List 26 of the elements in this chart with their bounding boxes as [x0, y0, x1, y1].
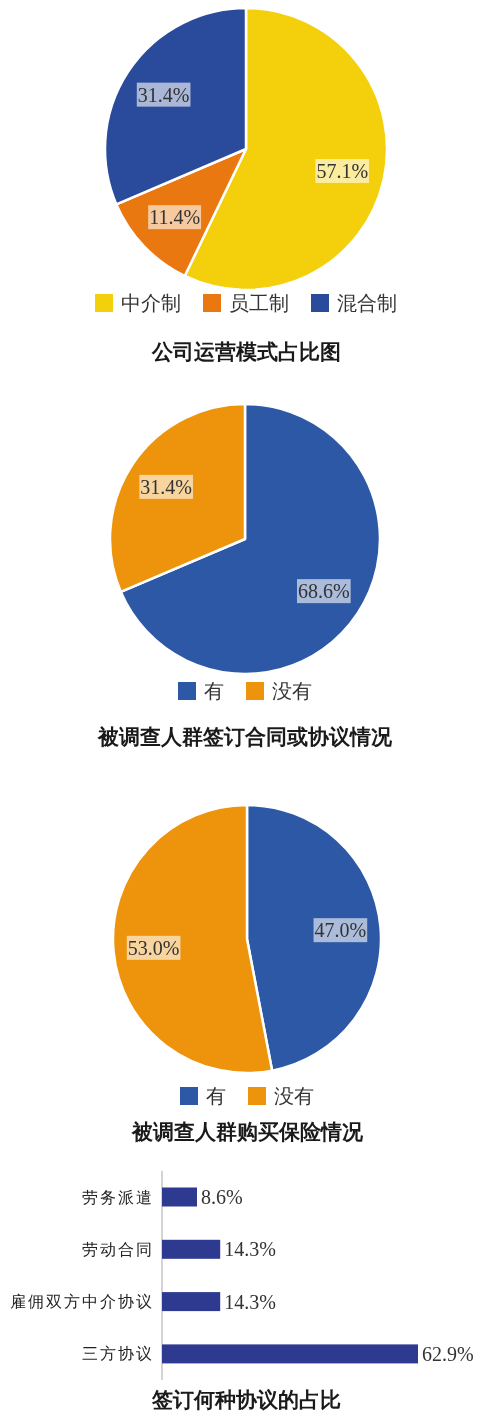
legend-label: 混合制	[337, 292, 397, 314]
data-label: 53.0%	[127, 936, 180, 959]
text: 签订何种协议的占比	[150, 1388, 341, 1412]
legend-label: 有	[204, 680, 224, 702]
data-label: 14.3%	[224, 1290, 276, 1313]
y-tick-label: 雇佣双方中介协议	[10, 1293, 154, 1311]
data-label: 11.4%	[149, 206, 201, 229]
data-label: 31.4%	[137, 83, 190, 106]
data-label: 47.0%	[314, 919, 367, 942]
y-tick-label: 劳务派遣	[82, 1188, 154, 1206]
text: 被调查人群购买保险情况	[130, 1120, 364, 1144]
y-tick-label: 劳动合同	[82, 1240, 154, 1258]
text: 被调查人群签订合同或协议情况	[97, 725, 393, 749]
data-label: 62.9%	[422, 1342, 474, 1365]
data-label: 14.3%	[224, 1238, 276, 1261]
legend-label: 没有	[274, 1085, 314, 1107]
legend-label: 没有	[272, 680, 312, 702]
data-label: 68.6%	[297, 580, 350, 603]
data-label: 31.4%	[140, 475, 193, 498]
y-tick-label: 三方协议	[82, 1345, 154, 1363]
data-label: 57.1%	[316, 160, 369, 183]
legend-label: 中介制	[121, 292, 181, 314]
legend-label: 员工制	[229, 292, 289, 314]
text: 公司运营模式占比图	[150, 340, 341, 364]
legend-label: 有	[206, 1085, 226, 1107]
data-label: 8.6%	[201, 1186, 243, 1208]
